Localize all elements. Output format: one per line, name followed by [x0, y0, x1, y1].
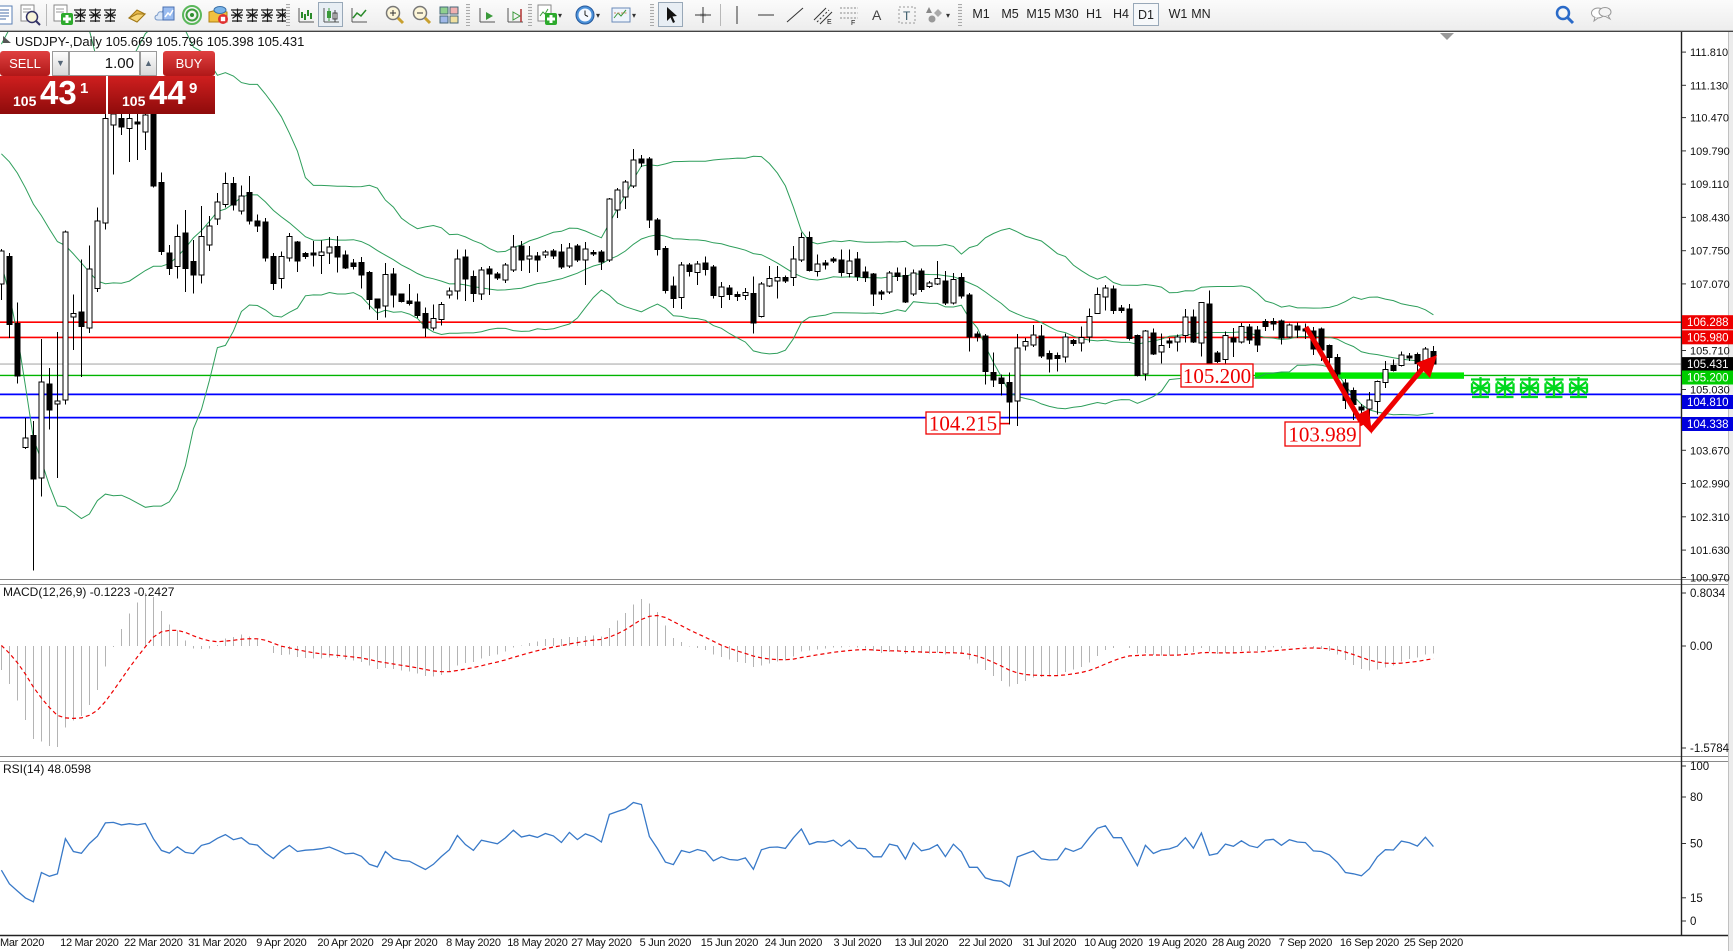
svg-text:50: 50 [1690, 839, 1703, 851]
svg-text:111.810: 111.810 [1690, 47, 1728, 59]
svg-text:105.030: 105.030 [1690, 385, 1730, 397]
svg-text:80: 80 [1690, 792, 1703, 804]
svg-text:105.431: 105.431 [1687, 359, 1729, 371]
svg-text:10 Aug 2020: 10 Aug 2020 [1084, 937, 1143, 949]
svg-text:28 Aug 2020: 28 Aug 2020 [1212, 937, 1271, 949]
svg-text:0.8034: 0.8034 [1690, 588, 1726, 600]
svg-text:111.130: 111.130 [1690, 80, 1728, 92]
svg-text:105.980: 105.980 [1687, 332, 1729, 344]
svg-text:12 Mar 2020: 12 Mar 2020 [60, 937, 119, 949]
svg-text:24 Jun 2020: 24 Jun 2020 [765, 937, 822, 949]
svg-text:105.200: 105.200 [1183, 364, 1251, 388]
svg-text:103.670: 103.670 [1690, 445, 1730, 457]
svg-text:102.310: 102.310 [1690, 512, 1730, 524]
svg-text:A: A [872, 7, 882, 23]
svg-text:103.989: 103.989 [1288, 423, 1356, 447]
svg-text:105.710: 105.710 [1690, 346, 1730, 358]
svg-text:102.990: 102.990 [1690, 479, 1730, 491]
svg-text:22 Mar 2020: 22 Mar 2020 [124, 937, 183, 949]
svg-text:5 Jun 2020: 5 Jun 2020 [640, 937, 692, 949]
svg-text:13 Jul 2020: 13 Jul 2020 [895, 937, 949, 949]
svg-text:8 May 2020: 8 May 2020 [446, 937, 501, 949]
svg-text:3 Jul 2020: 3 Jul 2020 [834, 937, 882, 949]
svg-text:15: 15 [1690, 893, 1703, 905]
svg-text:109.110: 109.110 [1690, 179, 1729, 191]
svg-text:9 Apr 2020: 9 Apr 2020 [256, 937, 306, 949]
svg-text:19 Aug 2020: 19 Aug 2020 [1148, 937, 1207, 949]
svg-text:100: 100 [1690, 761, 1709, 773]
svg-text:104.810: 104.810 [1687, 397, 1729, 409]
svg-text:106.288: 106.288 [1687, 317, 1729, 329]
svg-text:108.430: 108.430 [1690, 212, 1730, 224]
svg-text:104.338: 104.338 [1687, 419, 1729, 431]
svg-text:22 Jul 2020: 22 Jul 2020 [959, 937, 1013, 949]
svg-text:104.215: 104.215 [929, 412, 997, 436]
svg-text:0.00: 0.00 [1690, 641, 1712, 653]
svg-text:USDJPY-,Daily 105.669 105.796: USDJPY-,Daily 105.669 105.796 105.398 10… [15, 34, 304, 49]
svg-text:0: 0 [1690, 916, 1696, 928]
svg-text:20 Apr 2020: 20 Apr 2020 [317, 937, 373, 949]
svg-text:109.790: 109.790 [1690, 146, 1730, 158]
svg-text:107.750: 107.750 [1690, 246, 1730, 258]
svg-text:29 Apr 2020: 29 Apr 2020 [381, 937, 437, 949]
svg-text:Mar 2020: Mar 2020 [0, 937, 44, 949]
svg-text:7 Sep 2020: 7 Sep 2020 [1279, 937, 1332, 949]
svg-text:15 Jun 2020: 15 Jun 2020 [701, 937, 758, 949]
svg-text:31 Jul 2020: 31 Jul 2020 [1023, 937, 1077, 949]
svg-text:105.200: 105.200 [1687, 373, 1729, 385]
svg-text:31 Mar 2020: 31 Mar 2020 [188, 937, 247, 949]
svg-text:25 Sep 2020: 25 Sep 2020 [1404, 937, 1463, 949]
svg-text:16 Sep 2020: 16 Sep 2020 [1340, 937, 1399, 949]
svg-text:E: E [827, 19, 832, 26]
svg-text:100.970: 100.970 [1690, 573, 1730, 585]
svg-text:107.070: 107.070 [1690, 279, 1730, 291]
svg-text:RSI(14) 48.0598: RSI(14) 48.0598 [3, 762, 91, 776]
svg-text:110.470: 110.470 [1690, 113, 1729, 125]
svg-text:18 May 2020: 18 May 2020 [507, 937, 567, 949]
svg-text:MACD(12,26,9) -0.1223 -0.2427: MACD(12,26,9) -0.1223 -0.2427 [3, 585, 175, 599]
svg-text:T: T [903, 9, 911, 23]
svg-text:27 May 2020: 27 May 2020 [571, 937, 631, 949]
svg-text:101.630: 101.630 [1690, 545, 1730, 557]
svg-text:-1.5784: -1.5784 [1690, 743, 1730, 755]
svg-text:F: F [851, 20, 855, 26]
